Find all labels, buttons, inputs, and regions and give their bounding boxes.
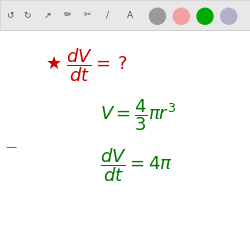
Text: ↺: ↺ xyxy=(6,10,14,20)
Text: $V = \dfrac{4}{3}\pi r^3$: $V = \dfrac{4}{3}\pi r^3$ xyxy=(100,97,176,133)
Circle shape xyxy=(173,8,189,24)
Circle shape xyxy=(221,8,237,24)
Text: ✏: ✏ xyxy=(64,10,71,20)
Text: $\dfrac{dV}{dt} = 4\pi$: $\dfrac{dV}{dt} = 4\pi$ xyxy=(100,146,172,184)
Text: $\bigstar\;\dfrac{dV}{dt} = \,?$: $\bigstar\;\dfrac{dV}{dt} = \,?$ xyxy=(45,46,127,84)
Text: A: A xyxy=(127,10,133,20)
Text: —: — xyxy=(5,142,16,152)
Circle shape xyxy=(150,8,166,24)
Text: ✂: ✂ xyxy=(84,10,91,20)
Text: /: / xyxy=(106,10,109,20)
Bar xyxy=(0,0,250,30)
Text: ↗: ↗ xyxy=(44,10,51,20)
Text: ↻: ↻ xyxy=(24,10,31,20)
Text: ▣: ▣ xyxy=(148,10,157,20)
Circle shape xyxy=(197,8,213,24)
